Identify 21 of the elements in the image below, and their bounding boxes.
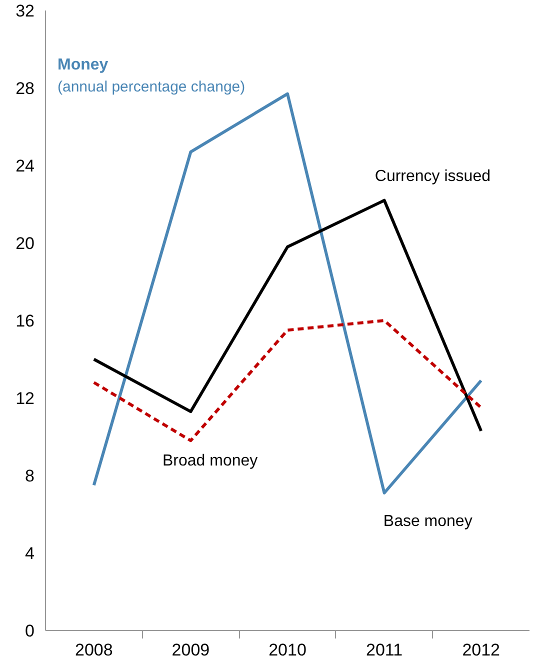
text: (annual percentage change) xyxy=(58,78,246,96)
x-tick-label: 2011 xyxy=(366,640,403,660)
y-tick-label: 16 xyxy=(16,312,35,330)
series-label: Broad money xyxy=(162,452,258,470)
y-tick-label: 32 xyxy=(16,2,35,20)
y-tick-label: 0 xyxy=(25,622,35,640)
x-tick-label: 2008 xyxy=(74,640,113,660)
x-tick-label: 2010 xyxy=(268,640,306,660)
y-tick-label: 12 xyxy=(16,389,35,408)
y-tick-label: 20 xyxy=(16,234,35,253)
y-tick-label: 24 xyxy=(16,156,35,176)
x-tick-label: 2012 xyxy=(462,640,500,660)
x-tick-label: 2009 xyxy=(172,640,210,660)
series-label: Base money xyxy=(383,512,472,530)
y-tick-label: 8 xyxy=(25,466,35,486)
series-label: Currency issued xyxy=(374,168,491,185)
line-series xyxy=(92,319,483,442)
text: Money xyxy=(58,56,108,74)
y-tick-label: 4 xyxy=(25,544,35,563)
y-tick-label: 28 xyxy=(16,79,35,98)
line-series xyxy=(92,198,483,432)
